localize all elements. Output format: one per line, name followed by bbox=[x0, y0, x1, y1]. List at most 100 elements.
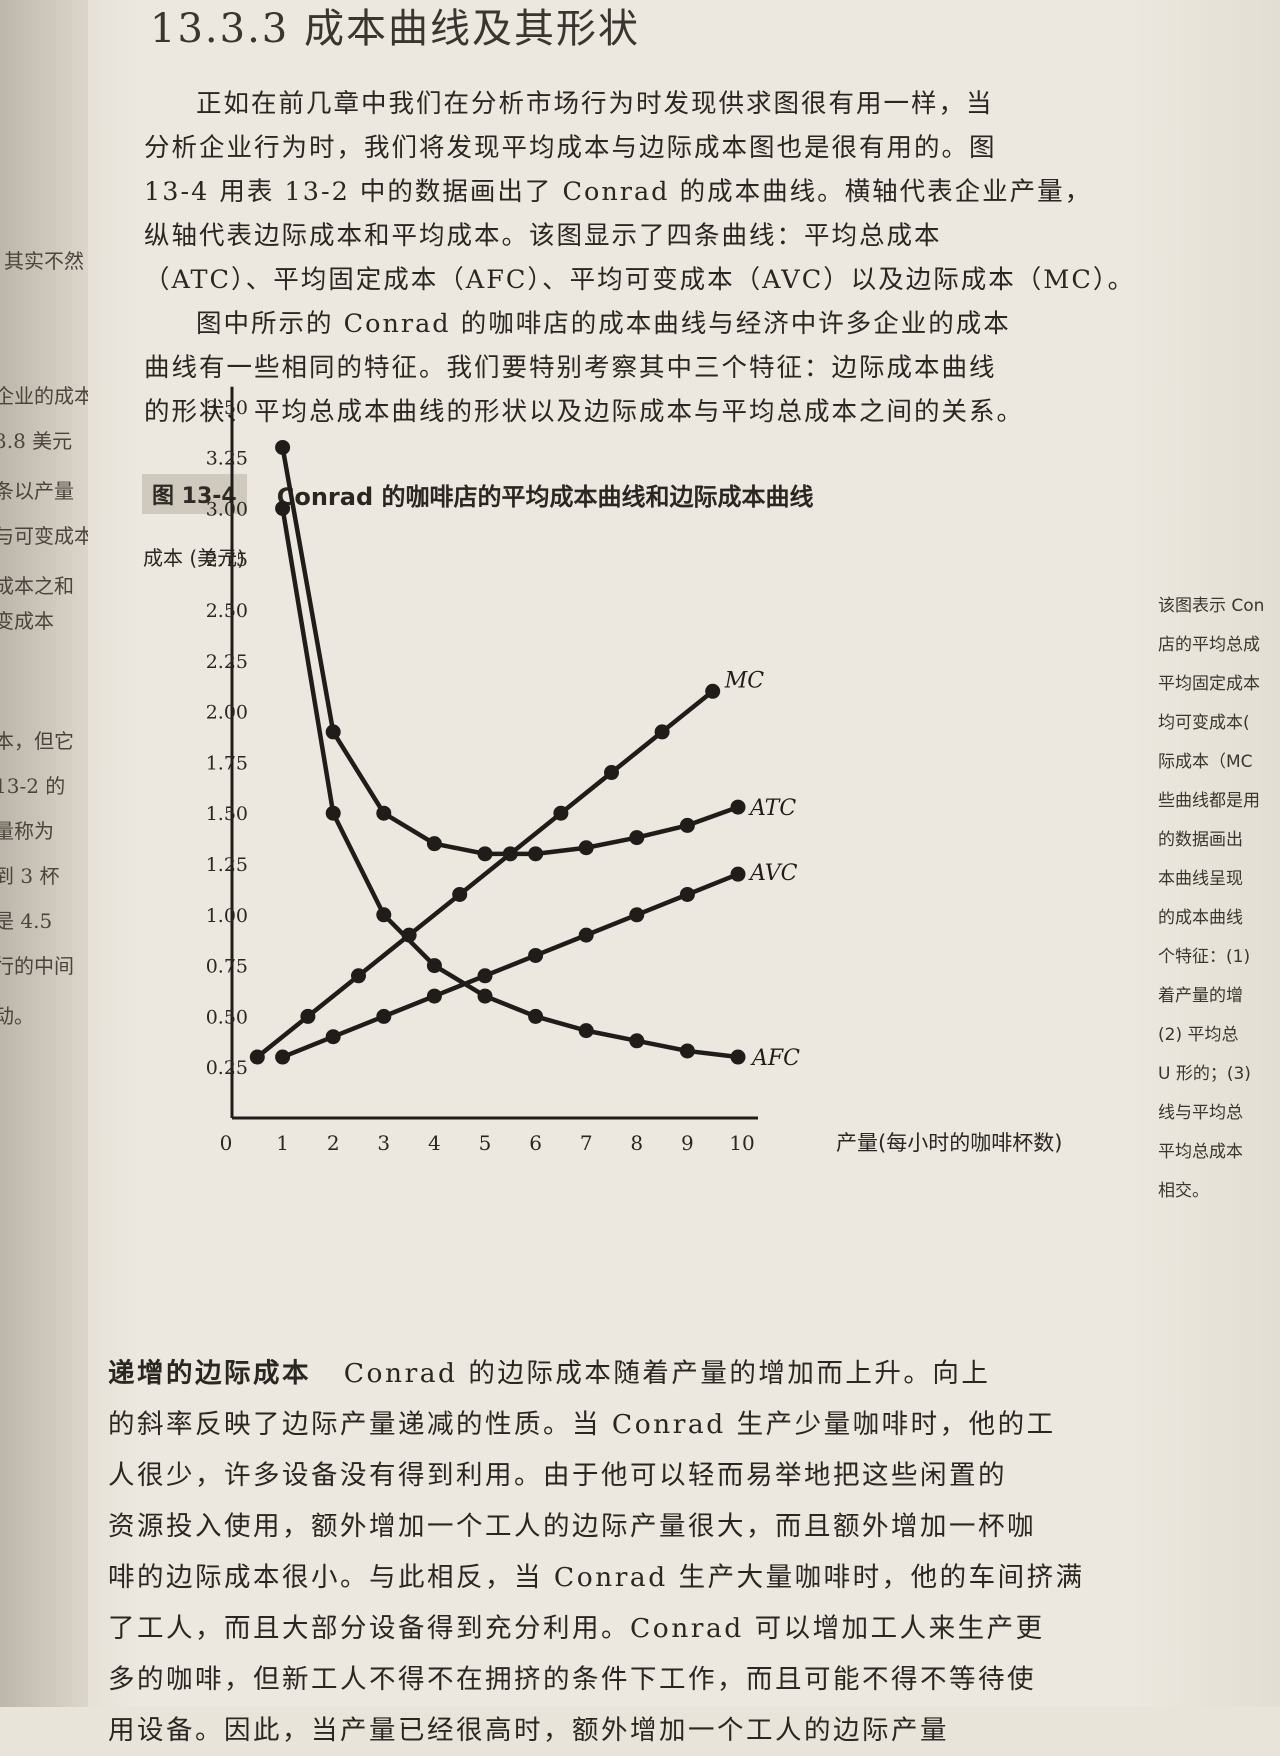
data-point-avc bbox=[275, 1049, 291, 1065]
x-tick-label: 7 bbox=[580, 1131, 593, 1155]
left-page-fragment: 企业的成本 bbox=[0, 384, 88, 408]
data-point-mc bbox=[705, 683, 721, 699]
margin-note-line: U 形的；(3) bbox=[1158, 1064, 1251, 1084]
margin-note: 该图表示 Con 店的平均总成 平均固定成本 均可变成本( 际成本（MC 些曲线都是用 的数… bbox=[1158, 587, 1280, 1211]
x-tick-label: 5 bbox=[479, 1131, 492, 1155]
data-point-mc bbox=[604, 765, 619, 781]
bottom-line: 人很少，许多设备没有得到利用。由于他可以轻而易举地把这些闲置的 bbox=[108, 1460, 1007, 1491]
figure-title: Conrad 的咖啡店的平均成本曲线和边际成本曲线 bbox=[276, 482, 814, 511]
margin-note-line: 该图表示 Con bbox=[1158, 596, 1265, 616]
y-tick-label: 2.75 bbox=[206, 549, 248, 571]
data-point-afc bbox=[679, 1043, 695, 1059]
y-tick-label: 1.00 bbox=[206, 905, 248, 927]
data-point-atc bbox=[679, 817, 695, 833]
x-tick-label: 2 bbox=[327, 1131, 340, 1155]
data-point-avc bbox=[325, 1029, 341, 1045]
data-point-avc bbox=[629, 907, 645, 923]
bottom-line: 多的咖啡，但新工人不得不在拥挤的条件下工作，而且可能不得不等待使 bbox=[108, 1664, 1036, 1695]
margin-note-line: 均可变成本( bbox=[1158, 713, 1250, 733]
x-tick-label: 6 bbox=[529, 1131, 542, 1155]
left-page-fragment: 其实不然 bbox=[4, 249, 84, 273]
data-point-atc bbox=[325, 724, 341, 740]
y-axis-label: 成本 (美元) bbox=[143, 546, 245, 570]
bottom-line: 了工人，而且大部分设备得到充分利用。Conrad 可以增加工人来生产更 bbox=[108, 1613, 1045, 1644]
data-point-avc bbox=[426, 988, 442, 1004]
data-point-atc bbox=[275, 439, 291, 455]
intro-line: 分析企业行为时，我们将发现平均成本与边际成本图也是很有用的。图 bbox=[144, 133, 997, 163]
bottom-line: 的斜率反映了边际产量递减的性质。当 Conrad 生产少量咖啡时，他的工 bbox=[108, 1409, 1056, 1440]
series-label-avc: AVC bbox=[748, 861, 798, 886]
origin-label: 0 bbox=[220, 1131, 233, 1155]
y-tick-label: 2.25 bbox=[206, 651, 248, 673]
left-page-fragment: 动。 bbox=[0, 1004, 34, 1028]
margin-note-line: 些曲线都是用 bbox=[1158, 791, 1260, 811]
paragraph-heading: 递增的边际成本 bbox=[108, 1358, 311, 1389]
left-page-fragment: 量称为 bbox=[0, 819, 54, 843]
bottom-line: 啡的边际成本很小。与此相反，当 Conrad 生产大量咖啡时，他的车间挤满 bbox=[108, 1562, 1085, 1593]
data-point-mc bbox=[249, 1049, 265, 1065]
left-page-fragment: 行的中间 bbox=[0, 954, 74, 978]
data-point-afc bbox=[325, 805, 341, 821]
y-tick-label: 0.50 bbox=[206, 1006, 248, 1028]
intro-line: 纵轴代表边际成本和平均成本。该图显示了四条曲线：平均总成本 bbox=[144, 221, 942, 251]
left-page-fragment: 变成本 bbox=[0, 609, 54, 633]
data-point-mc bbox=[452, 886, 468, 902]
data-point-avc bbox=[679, 886, 695, 902]
intro-line: （ATC）、平均固定成本（AFC）、平均可变成本（AVC）以及边际成本（MC）。 bbox=[144, 265, 1136, 295]
x-tick-label: 3 bbox=[377, 1131, 390, 1155]
margin-note-line: 个特征：(1) bbox=[1158, 947, 1251, 967]
first-line-text: Conrad 的边际成本随着产量的增加而上升。向上 bbox=[343, 1358, 991, 1389]
cost-curves-chart: 成本 (美元) 0.25 0.50 0.75 1.00 1.25 1.50 1.75 2.00 2… bbox=[143, 386, 1062, 1155]
left-page-fragment: 条以产量 bbox=[0, 479, 74, 503]
data-point-avc bbox=[528, 947, 544, 963]
data-point-atc bbox=[730, 799, 746, 815]
bottom-first-line: 递增的边际成本 Conrad 的边际成本随着产量的增加而上升。向上 bbox=[108, 1348, 1108, 1399]
margin-note-line: 本曲线呈现 bbox=[1158, 869, 1243, 889]
bottom-line: 资源投入使用，额外增加一个工人的边际产量很大，而且额外增加一杯咖 bbox=[108, 1511, 1036, 1542]
data-point-avc bbox=[730, 866, 746, 882]
y-tick-label: 3.50 bbox=[206, 397, 248, 419]
intro-line: 的形状、平均总成本曲线的形状以及边际成本与平均总成本之间的关系。 bbox=[144, 397, 1025, 427]
bottom-paragraph: 递增的边际成本 Conrad 的边际成本随着产量的增加而上升。向上 的斜率反映了… bbox=[108, 1348, 1108, 1756]
data-point-afc bbox=[528, 1008, 544, 1024]
margin-note-line: 店的平均总成 bbox=[1158, 635, 1260, 655]
data-point-mc bbox=[300, 1008, 316, 1024]
margin-note-line: 线与平均总 bbox=[1158, 1103, 1243, 1123]
y-tick-label: 0.25 bbox=[206, 1057, 248, 1079]
figure-caption: 图 13-4 Conrad 的咖啡店的平均成本曲线和边际成本曲线 bbox=[142, 474, 813, 514]
data-point-avc bbox=[578, 927, 594, 943]
x-axis-label: 产量(每小时的咖啡杯数) bbox=[836, 1131, 1062, 1155]
margin-note-line: 的成本曲线 bbox=[1158, 908, 1243, 928]
left-page-fragment: 成本之和 bbox=[0, 574, 74, 598]
intro-line: 正如在前几章中我们在分析市场行为时发现供求图很有用一样，当 bbox=[196, 89, 994, 119]
data-point-atc bbox=[629, 830, 645, 846]
data-point-atc bbox=[376, 805, 392, 821]
margin-note-line: 平均总成本 bbox=[1158, 1142, 1243, 1162]
x-tick-label: 8 bbox=[630, 1131, 643, 1155]
data-point-afc bbox=[477, 988, 493, 1004]
left-page-fragment: 本，但它 bbox=[0, 729, 74, 753]
y-tick-label: 1.25 bbox=[206, 854, 248, 876]
margin-note-line: (2) 平均总 bbox=[1158, 1025, 1239, 1045]
margin-note-line: 相交。 bbox=[1158, 1181, 1209, 1201]
margin-note-line: 平均固定成本 bbox=[1158, 674, 1260, 694]
series-label-mc: MC bbox=[724, 668, 765, 693]
intro-line: 13-4 用表 13-2 中的数据画出了 Conrad 的成本曲线。横轴代表企业… bbox=[144, 177, 1093, 207]
y-tick-label: 2.00 bbox=[206, 702, 248, 724]
margin-note-line: 着产量的增 bbox=[1158, 986, 1243, 1006]
y-tick-label: 3.25 bbox=[206, 448, 248, 470]
left-page-fragment: 13-2 的 bbox=[0, 774, 66, 798]
x-tick-label: 4 bbox=[428, 1131, 441, 1155]
y-tick-label: 1.75 bbox=[206, 752, 248, 774]
data-point-afc bbox=[730, 1049, 746, 1065]
series-line-afc bbox=[280, 508, 739, 1060]
y-tick-label: 3.00 bbox=[206, 498, 248, 520]
margin-note-line: 际成本（MC bbox=[1158, 752, 1253, 772]
data-point-afc bbox=[578, 1023, 594, 1039]
left-page-edge: 其实不然 企业的成本 3.8 美元 条以产量 与可变成本 成本之和 变成本 本，但它 13-2 … bbox=[0, 0, 88, 1707]
margin-note-line: 的数据画出 bbox=[1158, 830, 1243, 850]
y-tick-label: 0.75 bbox=[206, 956, 248, 978]
left-page-fragment: 与可变成本 bbox=[0, 524, 88, 548]
data-point-afc bbox=[275, 500, 291, 516]
